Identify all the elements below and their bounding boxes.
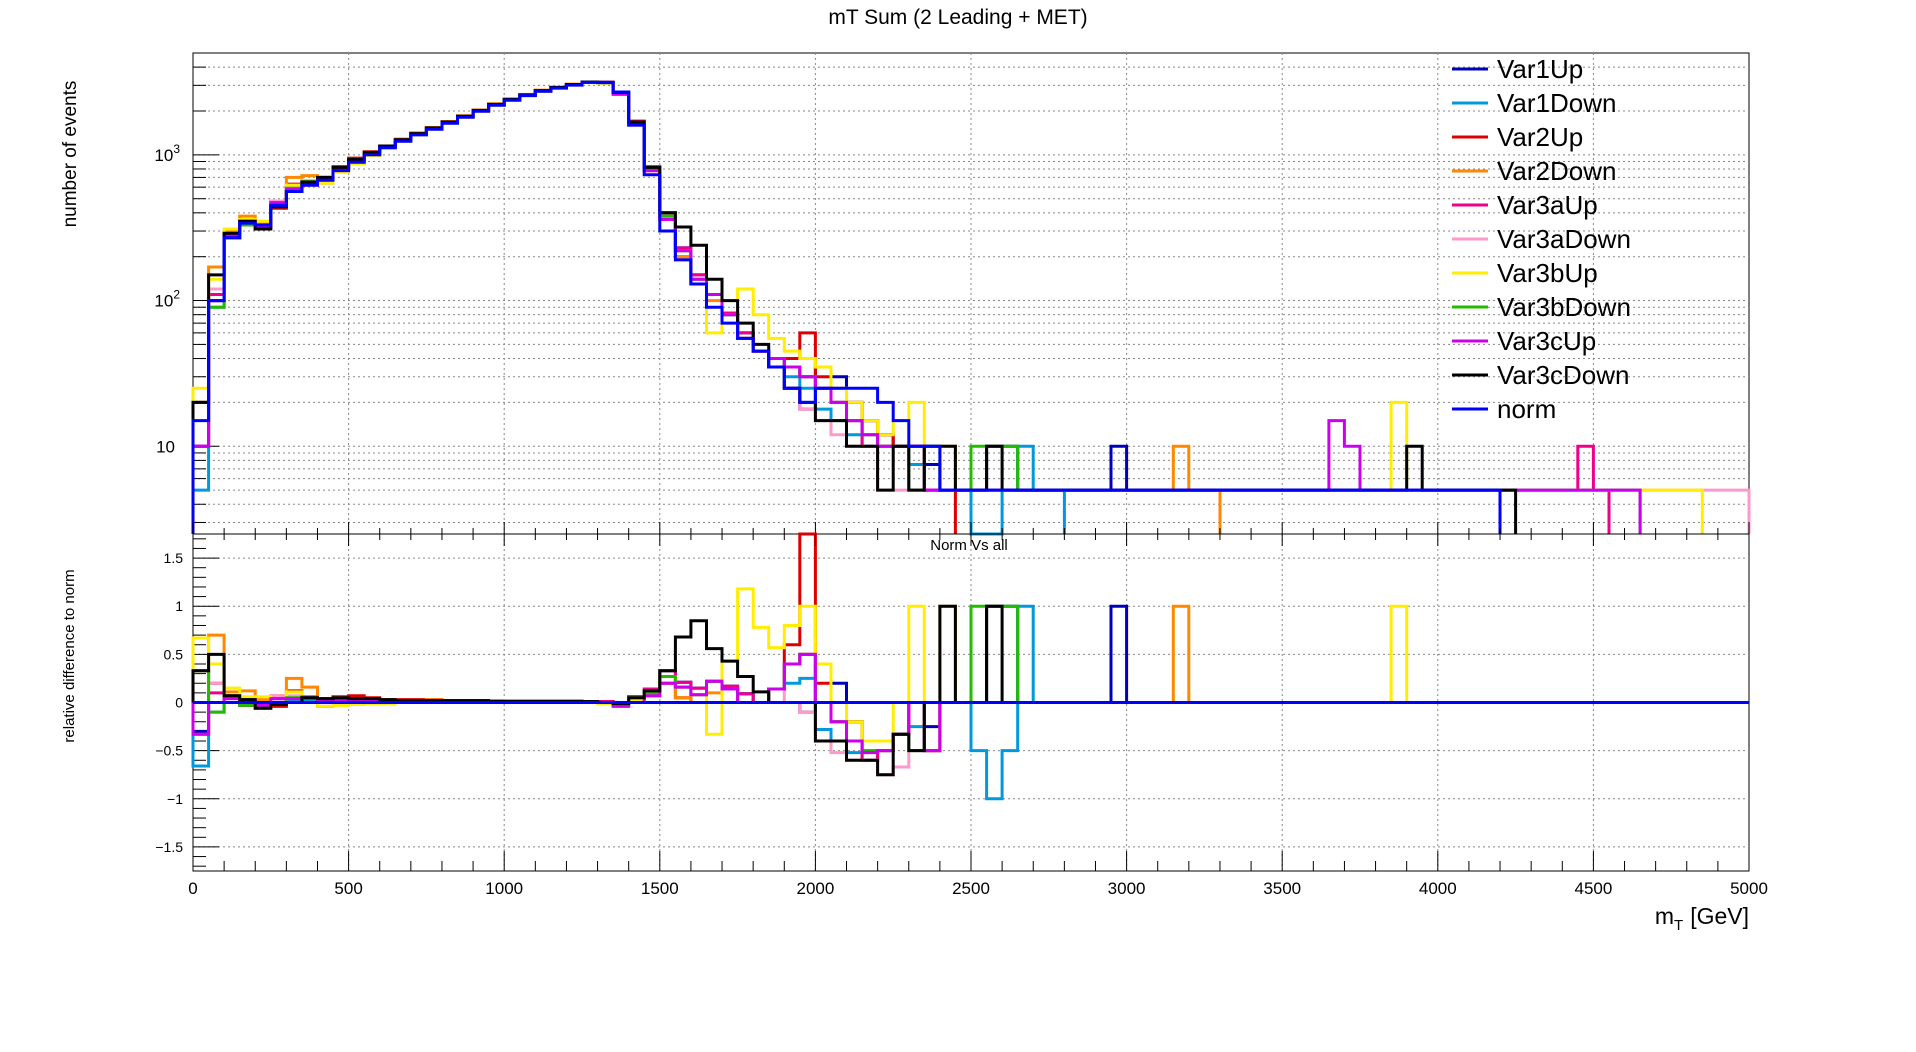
- bottom-y-tick-label: 0: [175, 695, 183, 711]
- bottom-y-tick-label: 1: [175, 598, 183, 614]
- x-tick-label: 5000: [1730, 879, 1768, 898]
- x-axis-ticks: 0 500 1000 1500 2000 2500 3000 3500 4000 4500 5000: [188, 534, 1768, 898]
- legend-label: Var3aUp: [1497, 190, 1598, 220]
- legend-label: Var3bDown: [1497, 292, 1631, 322]
- series-line-norm: [191, 80, 1502, 534]
- legend-label: Var2Up: [1497, 122, 1583, 152]
- x-tick-label: 1000: [485, 879, 523, 898]
- top-y-tick-label: 102: [154, 288, 180, 311]
- top-y-tick-base: 10: [154, 292, 173, 311]
- legend-label: Var2Down: [1497, 156, 1616, 186]
- bottom-y-tick-label: 1.5: [164, 550, 184, 566]
- x-tick-label: 2000: [796, 879, 834, 898]
- bottom-y-tick-label: 0.5: [164, 646, 184, 662]
- bottom-y-tick-label: −1.5: [155, 839, 183, 855]
- legend-label: Var3cDown: [1497, 360, 1629, 390]
- x-axis-label: mT [GeV]: [1655, 903, 1749, 934]
- x-tick-label: 3000: [1108, 879, 1146, 898]
- x-axis-label-sub: T: [1674, 917, 1683, 934]
- x-tick-label: 4000: [1419, 879, 1457, 898]
- bottom-y-tick-label: −0.5: [155, 743, 183, 759]
- x-tick-label: 1500: [641, 879, 679, 898]
- top-y-tick-label: 103: [154, 142, 180, 165]
- top-series: [191, 80, 1751, 536]
- top-grid: [193, 53, 1749, 534]
- x-axis-label-m: m: [1655, 903, 1674, 929]
- legend-label: Var3cUp: [1497, 326, 1596, 356]
- legend-label: Var3bUp: [1497, 258, 1598, 288]
- legend-label: Var1Down: [1497, 88, 1616, 118]
- legend-label: Var3aDown: [1497, 224, 1631, 254]
- top-y-tick-exponent: 3: [173, 142, 180, 156]
- bottom-y-axis-label: relative difference to norm: [61, 569, 78, 742]
- top-y-tick-label: 10: [156, 437, 175, 456]
- legend-label: Var1Up: [1497, 54, 1583, 84]
- legend-label: norm: [1497, 394, 1556, 424]
- top-y-tick-exponent: 2: [173, 288, 180, 302]
- bottom-y-tick-label: −1: [167, 791, 183, 807]
- x-tick-label: 4500: [1574, 879, 1612, 898]
- bottom-panel: −1.5 −1 −0.5 0 0.5 1 1.5 0 500 1000 1500 2000 2500 3…: [155, 532, 1768, 898]
- x-axis-label-unit: [GeV]: [1690, 903, 1749, 929]
- x-tick-label: 2500: [952, 879, 990, 898]
- chart-title: mT Sum (2 Leading + MET): [828, 6, 1087, 29]
- x-tick-label: 3500: [1263, 879, 1301, 898]
- x-tick-label: 500: [334, 879, 362, 898]
- x-tick-label: 0: [188, 879, 197, 898]
- legend: Var1Up Var1Down Var2Up Var2Down Var3aUp Var3a…: [1452, 54, 1631, 424]
- bottom-panel-title: Norm Vs all: [930, 537, 1008, 554]
- bottom-series: [191, 532, 1749, 801]
- top-y-axis-label: number of events: [60, 81, 81, 228]
- top-y-tick-base: 10: [154, 146, 173, 165]
- top-x-ticks: [192, 522, 1750, 534]
